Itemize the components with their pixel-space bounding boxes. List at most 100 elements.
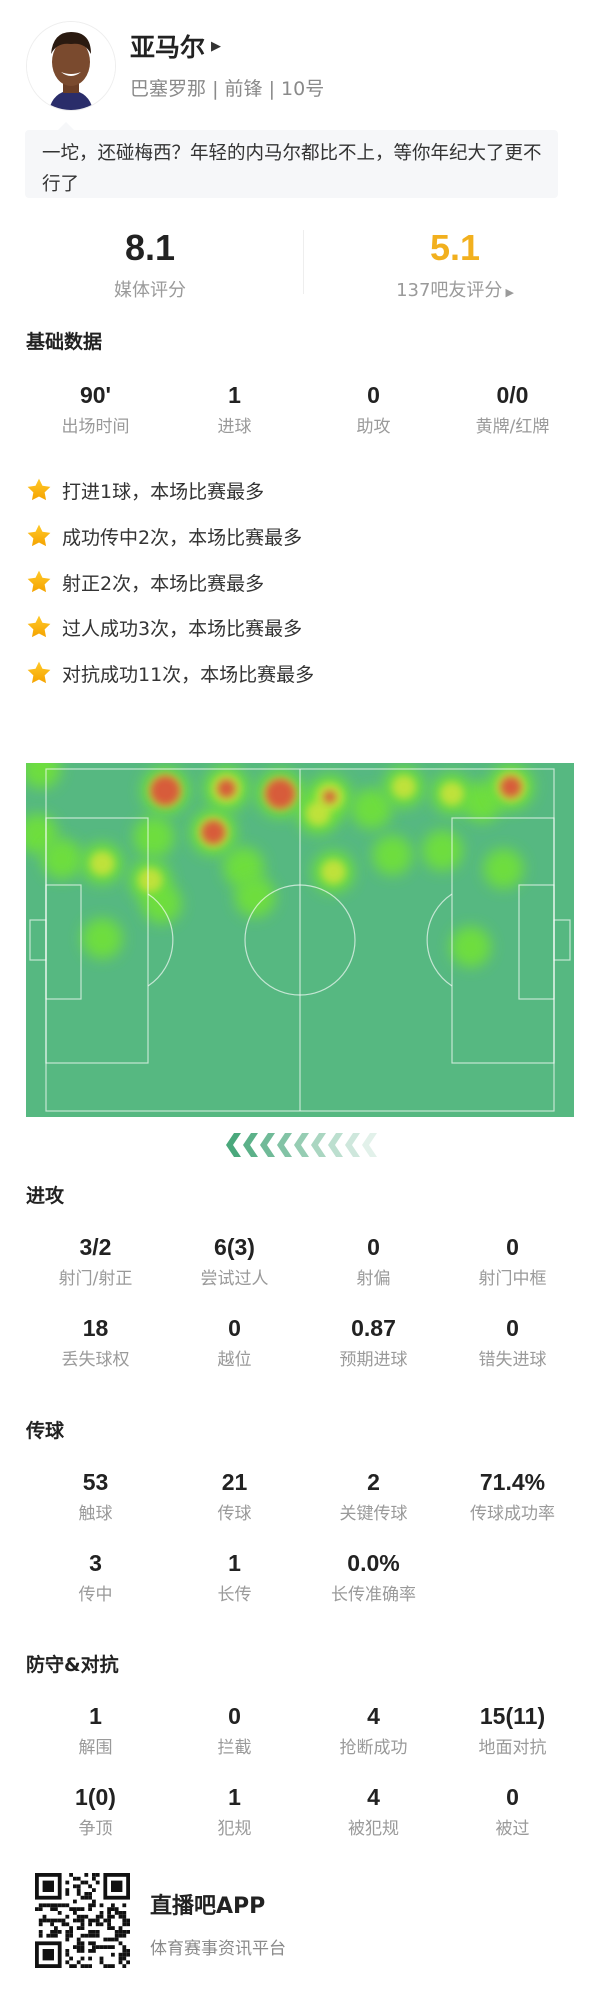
stat-item: 18 丢失球权 <box>26 1314 165 1395</box>
qr-module <box>99 1903 104 1908</box>
heat-point <box>138 868 163 893</box>
heat-point <box>217 779 236 798</box>
qr-module <box>38 1922 43 1927</box>
chevron-left-icon <box>328 1133 343 1157</box>
qr-module <box>76 1926 81 1930</box>
stat-value: 71.4% <box>479 1469 546 1495</box>
qr-module <box>126 1952 130 1957</box>
qr-module <box>50 1930 54 1934</box>
highlight-item: 成功传中2次，本场比赛最多 <box>26 521 302 551</box>
qr-module <box>69 1907 73 1911</box>
separator: | <box>212 78 219 100</box>
qr-module <box>73 1876 77 1881</box>
qr-module <box>95 1945 100 1949</box>
qr-module <box>88 1949 92 1953</box>
qr-module <box>54 1918 58 1923</box>
stat-label: 错失进球 <box>478 1350 547 1370</box>
stat-value: 0 <box>228 1315 241 1341</box>
qr-module <box>84 1933 89 1938</box>
stat-goals: 1 进球 <box>165 381 304 462</box>
chevron-left-icon <box>345 1133 360 1157</box>
highlight-text: 射正2次，本场比赛最多 <box>62 572 265 595</box>
player-avatar[interactable] <box>26 21 116 111</box>
section-stats-grid: 1 解围 0 拦截 4 抢断成功 15(11) 地面对抗 1(0) 争顶 1 犯规 4 被犯规 0 被过 <box>26 1702 582 1864</box>
stat-label: 传中 <box>78 1585 113 1605</box>
qr-module <box>65 1952 70 1957</box>
stat-label: 尝试过人 <box>200 1269 269 1289</box>
qr-module <box>76 1907 81 1911</box>
qr-module <box>118 1911 123 1915</box>
qr-module <box>99 1945 104 1949</box>
stat-label: 射偏 <box>356 1269 391 1289</box>
qr-module <box>92 1899 96 1904</box>
qr-module <box>122 1922 127 1927</box>
qr-module <box>76 1884 81 1889</box>
player-name: 亚马尔 <box>130 33 206 62</box>
section-heading: 防守&对抗 <box>26 1654 119 1676</box>
media-rating-value: 8.1 <box>124 227 176 268</box>
stat-value: 6(3) <box>214 1234 255 1260</box>
stat-label: 出场时间 <box>61 417 130 437</box>
qr-module <box>38 1918 43 1923</box>
qr-module <box>76 1937 81 1942</box>
qr-module <box>80 1945 85 1949</box>
qr-module <box>122 1930 127 1934</box>
heat-point <box>41 838 83 880</box>
qr-module <box>80 1907 85 1911</box>
heat-point <box>372 835 413 876</box>
heat-point <box>422 830 463 871</box>
fan-rating[interactable]: 5.1 137吧友评分 ▶ <box>345 228 565 302</box>
qr-module <box>84 1914 89 1919</box>
qr-module <box>111 1914 115 1919</box>
heat-point <box>500 776 522 798</box>
player-name-link[interactable]: 亚马尔 ▶ <box>130 28 221 64</box>
qr-module <box>80 1941 85 1946</box>
qr-module <box>118 1930 123 1934</box>
stat-value: 1(0) <box>75 1784 116 1810</box>
chevron-left-icon <box>226 1133 241 1157</box>
qr-module <box>107 1937 111 1942</box>
stat-value: 18 <box>82 1315 109 1341</box>
qr-module <box>50 1918 54 1923</box>
stat-label: 抢断成功 <box>339 1738 408 1758</box>
player-info: 巴塞罗那 | 前锋 | 10号 <box>130 74 324 101</box>
stat-item: 15(11) 地面对抗 <box>443 1702 582 1783</box>
qr-module <box>46 1918 51 1923</box>
stat-item: 0 射偏 <box>304 1233 443 1314</box>
qr-module <box>76 1914 81 1919</box>
qr-module <box>92 1941 96 1946</box>
qr-module <box>111 1907 115 1911</box>
qr-module <box>107 1945 111 1949</box>
qr-module <box>111 1952 115 1957</box>
stat-item: 6(3) 尝试过人 <box>165 1233 304 1314</box>
qr-module <box>95 1873 100 1877</box>
stat-label: 传球成功率 <box>470 1504 555 1524</box>
qr-module <box>118 1914 123 1919</box>
stat-item: 1 犯规 <box>165 1783 304 1864</box>
qr-module <box>122 1914 127 1919</box>
heat-point <box>450 926 492 968</box>
highlight-item: 对抗成功11次，本场比赛最多 <box>26 658 314 688</box>
qr-module <box>107 1922 111 1927</box>
qr-module <box>92 1949 96 1953</box>
qr-module <box>54 1933 58 1938</box>
qr-module <box>54 1907 58 1911</box>
stat-label: 地面对抗 <box>478 1738 547 1758</box>
qr-module <box>95 1880 100 1885</box>
qr-module <box>76 1876 81 1881</box>
qr-module <box>118 1926 123 1930</box>
qr-module <box>99 1956 104 1961</box>
heat-layer <box>26 763 534 968</box>
qr-module <box>76 1945 81 1949</box>
stat-label: 丢失球权 <box>61 1350 130 1370</box>
star-icon <box>27 478 51 501</box>
qr-module <box>42 1918 47 1923</box>
triangle-right-icon: ▶ <box>505 286 514 299</box>
stat-item: 1 解围 <box>26 1702 165 1783</box>
basic-data-grid: 90' 出场时间 1 进球 0 助攻 0/0 黄牌/红牌 <box>26 381 582 462</box>
qr-module <box>61 1918 66 1923</box>
qr-module <box>76 1888 81 1892</box>
qr-module <box>111 1937 115 1942</box>
qr-module <box>65 1930 70 1934</box>
stats-row: 3/2 射门/射正 6(3) 尝试过人 0 射偏 0 射门中框 <box>26 1233 582 1314</box>
